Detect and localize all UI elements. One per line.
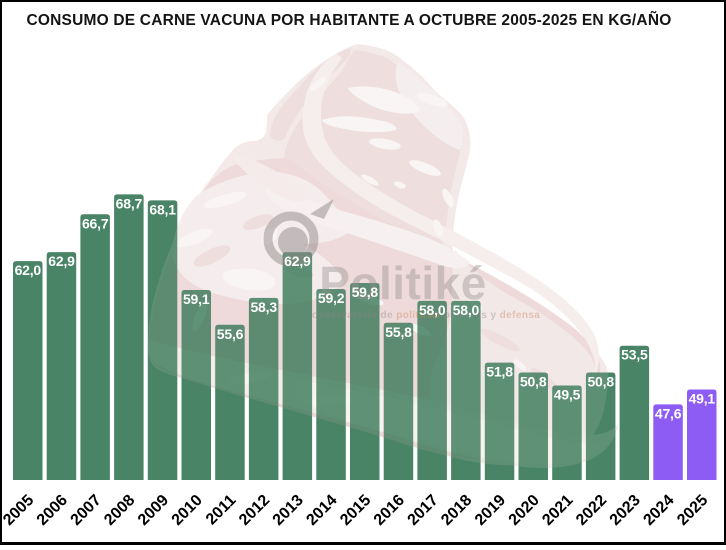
svg-text:49,5: 49,5: [554, 387, 581, 403]
svg-text:observatorio de políticas públ: observatorio de políticas públicas y def…: [312, 310, 540, 321]
svg-text:68,1: 68,1: [149, 201, 176, 217]
svg-text:59,1: 59,1: [183, 291, 210, 307]
svg-text:68,7: 68,7: [116, 195, 143, 211]
svg-text:47,6: 47,6: [655, 405, 682, 421]
svg-text:55,6: 55,6: [217, 326, 244, 342]
svg-text:53,5: 53,5: [621, 347, 648, 363]
svg-text:50,8: 50,8: [587, 374, 614, 390]
svg-text:Politiké: Politiké: [319, 257, 487, 309]
svg-text:59,8: 59,8: [352, 284, 379, 300]
svg-text:62,0: 62,0: [15, 262, 42, 278]
svg-text:50,8: 50,8: [520, 374, 547, 390]
svg-text:59,2: 59,2: [318, 290, 345, 306]
svg-text:55,8: 55,8: [385, 324, 412, 340]
svg-text:58,0: 58,0: [453, 302, 480, 318]
svg-text:58,3: 58,3: [250, 299, 277, 315]
svg-text:58,0: 58,0: [419, 302, 446, 318]
svg-text:62,9: 62,9: [48, 253, 75, 269]
svg-text:CONSUMO DE CARNE VACUNA POR HA: CONSUMO DE CARNE VACUNA POR HABITANTE A …: [27, 11, 672, 29]
svg-text:62,9: 62,9: [284, 253, 311, 269]
svg-text:66,7: 66,7: [82, 215, 109, 231]
svg-text:51,8: 51,8: [486, 364, 513, 380]
svg-text:49,1: 49,1: [689, 391, 716, 407]
